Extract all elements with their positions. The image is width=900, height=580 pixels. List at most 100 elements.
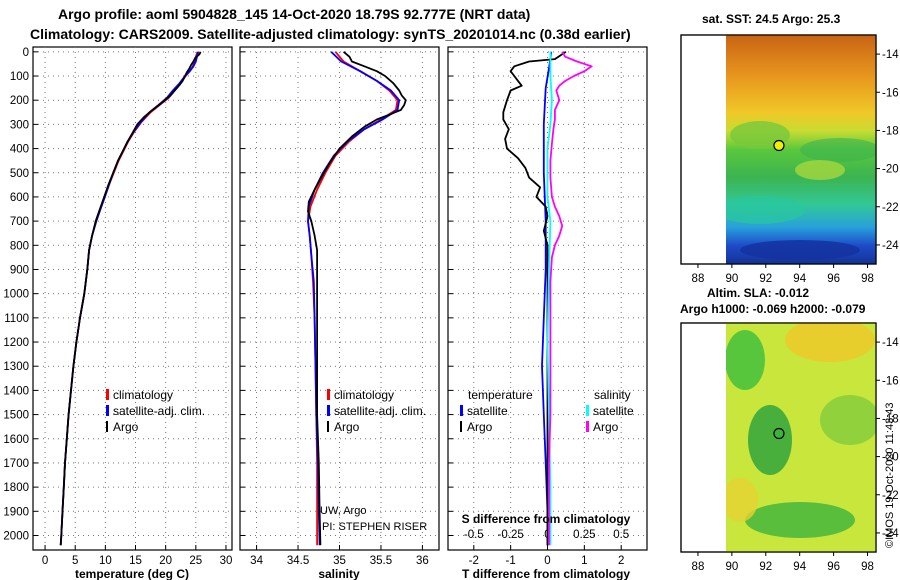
map-x-tick-label: 88: [692, 273, 705, 285]
sst-map: 88 90 92 94 96 98 -14 -16 -18 -20 -22 -24: [680, 34, 899, 285]
x-top-tick-label: 0.5: [613, 529, 629, 541]
y-tick-label: 1900: [3, 506, 29, 518]
map-y-tick-label: -22: [882, 490, 899, 502]
y-tick-label: 700: [10, 216, 29, 228]
map-x-tick-label: 96: [827, 561, 840, 573]
y-tick-label: 1600: [3, 434, 29, 446]
legend-label-satellite: satellite-adj. clim.: [113, 404, 205, 418]
difference-xlabel-top: S difference from climatology: [462, 512, 631, 526]
series-line-temperature-satellite: [541, 51, 553, 546]
legend-label-satellite: satellite-adj. clim.: [334, 404, 426, 418]
title-line-1: Argo profile: aoml 5904828_145 14-Oct-20…: [58, 6, 530, 22]
map-y-tick-label: -18: [882, 125, 899, 137]
map-y-tick-label: -20: [882, 452, 899, 464]
x-tick-label: 35.5: [370, 555, 392, 567]
y-tick-label: 1200: [3, 337, 29, 349]
sla-map: 88 90 92 94 96 98 -14 -16 -18 -20 -22 -24: [680, 322, 899, 573]
x-tick-label: 0: [544, 555, 550, 567]
x-top-tick-label: 0.25: [573, 529, 595, 541]
map-x-tick-label: 90: [725, 273, 738, 285]
y-tick-label: 1300: [3, 361, 29, 373]
series-line-satellite-adj-clim-: [307, 51, 401, 546]
series-line-temperature-argo: [502, 51, 567, 546]
map-x-tick-label: 92: [759, 273, 772, 285]
x-top-tick-label: -0.5: [464, 529, 484, 541]
x-tick-label: -1: [506, 555, 516, 567]
x-tick-label: 5: [72, 555, 78, 567]
map-x-tick-label: 94: [793, 561, 806, 573]
y-tick-label: 300: [10, 119, 29, 131]
y-tick-label: 1000: [3, 289, 29, 301]
y-tick-label: 100: [10, 71, 29, 83]
map-x-tick-label: 98: [861, 273, 874, 285]
x-tick-label: 25: [189, 555, 202, 567]
x-tick-label: 35: [333, 555, 346, 567]
y-tick-label: 1800: [3, 482, 29, 494]
y-tick-label: 1700: [3, 458, 29, 470]
x-tick-label: 0: [42, 555, 48, 567]
y-tick-label: 800: [10, 240, 29, 252]
map-y-tick-label: -22: [882, 202, 899, 214]
legend-swatch-satellite: [327, 405, 330, 416]
y-tick-label: 1100: [4, 313, 29, 325]
x-tick-label: 20: [159, 555, 172, 567]
temperature-legend: climatology satellite-adj. clim. Argo: [106, 388, 205, 434]
y-tick-label: 0: [23, 47, 29, 59]
difference-panel: -2 -1 0 1 2-0.5 -0.25 0 0.25 0.5 T difference fr…: [447, 46, 648, 580]
sla-argo-location-marker: [773, 427, 785, 440]
salinity-xlabel: salinity: [318, 567, 360, 580]
sla-map-title: Altim. SLA: -0.012: [707, 286, 809, 300]
difference-legend: temperature salinity satellite Argo sate…: [460, 388, 634, 434]
map-y-tick-label: -16: [882, 87, 899, 99]
salinity-legend: climatology satellite-adj. clim. Argo: [327, 388, 426, 434]
map-y-tick-label: -14: [882, 49, 899, 61]
title-line-2: Climatology: CARS2009. Satellite-adjuste…: [30, 26, 631, 42]
map-x-tick-label: 88: [692, 561, 705, 573]
sst-map-title: sat. SST: 24.5 Argo: 25.3: [702, 12, 841, 26]
x-tick-label: 2: [618, 555, 624, 567]
legend-swatch-temp-satellite: [460, 405, 463, 416]
map-y-tick-label: -20: [882, 164, 899, 176]
legend-label-sal-argo: Argo: [593, 420, 619, 434]
salinity-annotation-2: PI: STEPHEN RISER: [322, 521, 427, 533]
series-line-salinity-argo: [548, 51, 593, 546]
series-line-climatology: [307, 51, 399, 546]
x-tick-label: 1: [581, 555, 587, 567]
series-line-satellite-adj-clim-: [59, 51, 200, 546]
legend-swatch-temp-argo: [460, 421, 462, 432]
series-line-argo: [307, 51, 407, 546]
legend-title-temperature: temperature: [468, 388, 533, 402]
x-tick-label: 15: [129, 555, 142, 567]
y-tick-label: 1400: [3, 385, 29, 397]
x-tick-label: 30: [220, 555, 233, 567]
map-x-tick-label: 96: [827, 273, 840, 285]
y-tick-label: 1500: [3, 410, 29, 422]
salinity-annotation-1: UW, Argo: [320, 505, 366, 517]
sst-argo-location-marker: [773, 139, 785, 152]
legend-swatch-argo: [327, 421, 329, 432]
legend-title-salinity: salinity: [594, 388, 631, 402]
map-y-tick-label: -24: [882, 240, 899, 252]
sla-map-subtitle: Argo h1000: -0.069 h2000: -0.079: [680, 302, 866, 316]
map-x-tick-label: 90: [725, 561, 738, 573]
map-y-tick-label: -14: [882, 337, 899, 349]
x-tick-label: -2: [469, 555, 479, 567]
difference-xlabel: T difference from climatology: [462, 567, 630, 580]
x-tick-label: 34: [250, 555, 263, 567]
x-tick-label: 36: [416, 555, 429, 567]
temperature-panel: 0 5 10 15 20 25 300100200300400500600700800900…: [3, 46, 233, 580]
y-tick-label: 2000: [3, 530, 29, 542]
map-y-tick-label: -16: [882, 375, 899, 387]
map-x-tick-label: 92: [759, 561, 772, 573]
legend-label-temp-satellite: satellite: [467, 404, 508, 418]
legend-swatch-sal-satellite: [586, 405, 589, 416]
y-tick-label: 400: [10, 144, 29, 156]
map-y-tick-label: -24: [882, 528, 899, 540]
legend-label-temp-argo: Argo: [467, 420, 493, 434]
map-x-tick-label: 94: [793, 273, 806, 285]
y-tick-label: 200: [10, 95, 29, 107]
temperature-xlabel: temperature (deg C): [75, 567, 189, 580]
legend-label-climatology: climatology: [334, 388, 394, 402]
legend-swatch-sal-argo: [586, 421, 589, 432]
